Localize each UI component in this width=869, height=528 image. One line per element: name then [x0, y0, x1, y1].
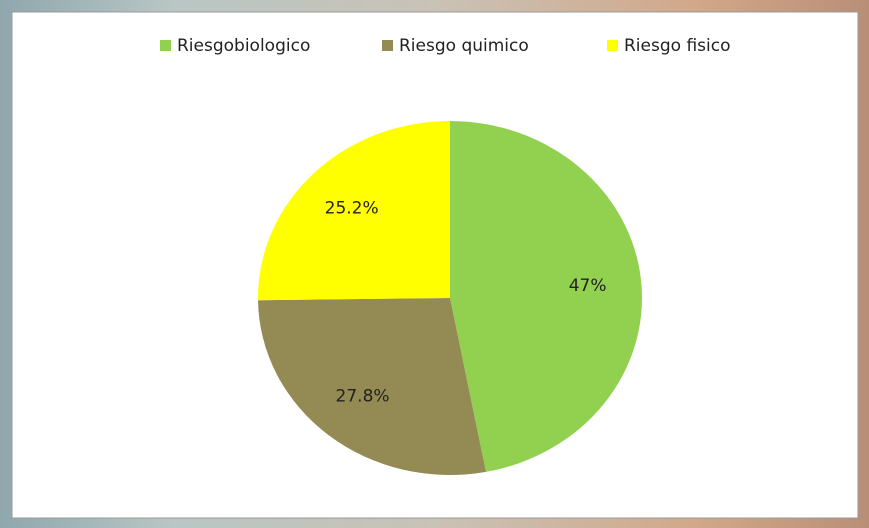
legend-label: Riesgo quimico	[399, 36, 529, 56]
data-label: 25.2%	[325, 198, 379, 218]
legend-label: Riesgobiologico	[177, 36, 310, 56]
legend: Riesgobiologico Riesgo quimico Riesgo fisi…	[160, 36, 730, 56]
pie-slice	[258, 121, 450, 301]
pie-slice	[258, 298, 486, 475]
legend-swatch	[160, 40, 171, 51]
data-label: 47%	[569, 276, 607, 296]
pie: 47% 27.8% 25.2%	[258, 121, 643, 475]
pie-slice	[450, 121, 643, 472]
legend-swatch	[607, 40, 618, 51]
legend-swatch	[382, 40, 393, 51]
data-label: 27.8%	[336, 387, 390, 407]
legend-label: Riesgo fisico	[624, 36, 730, 56]
